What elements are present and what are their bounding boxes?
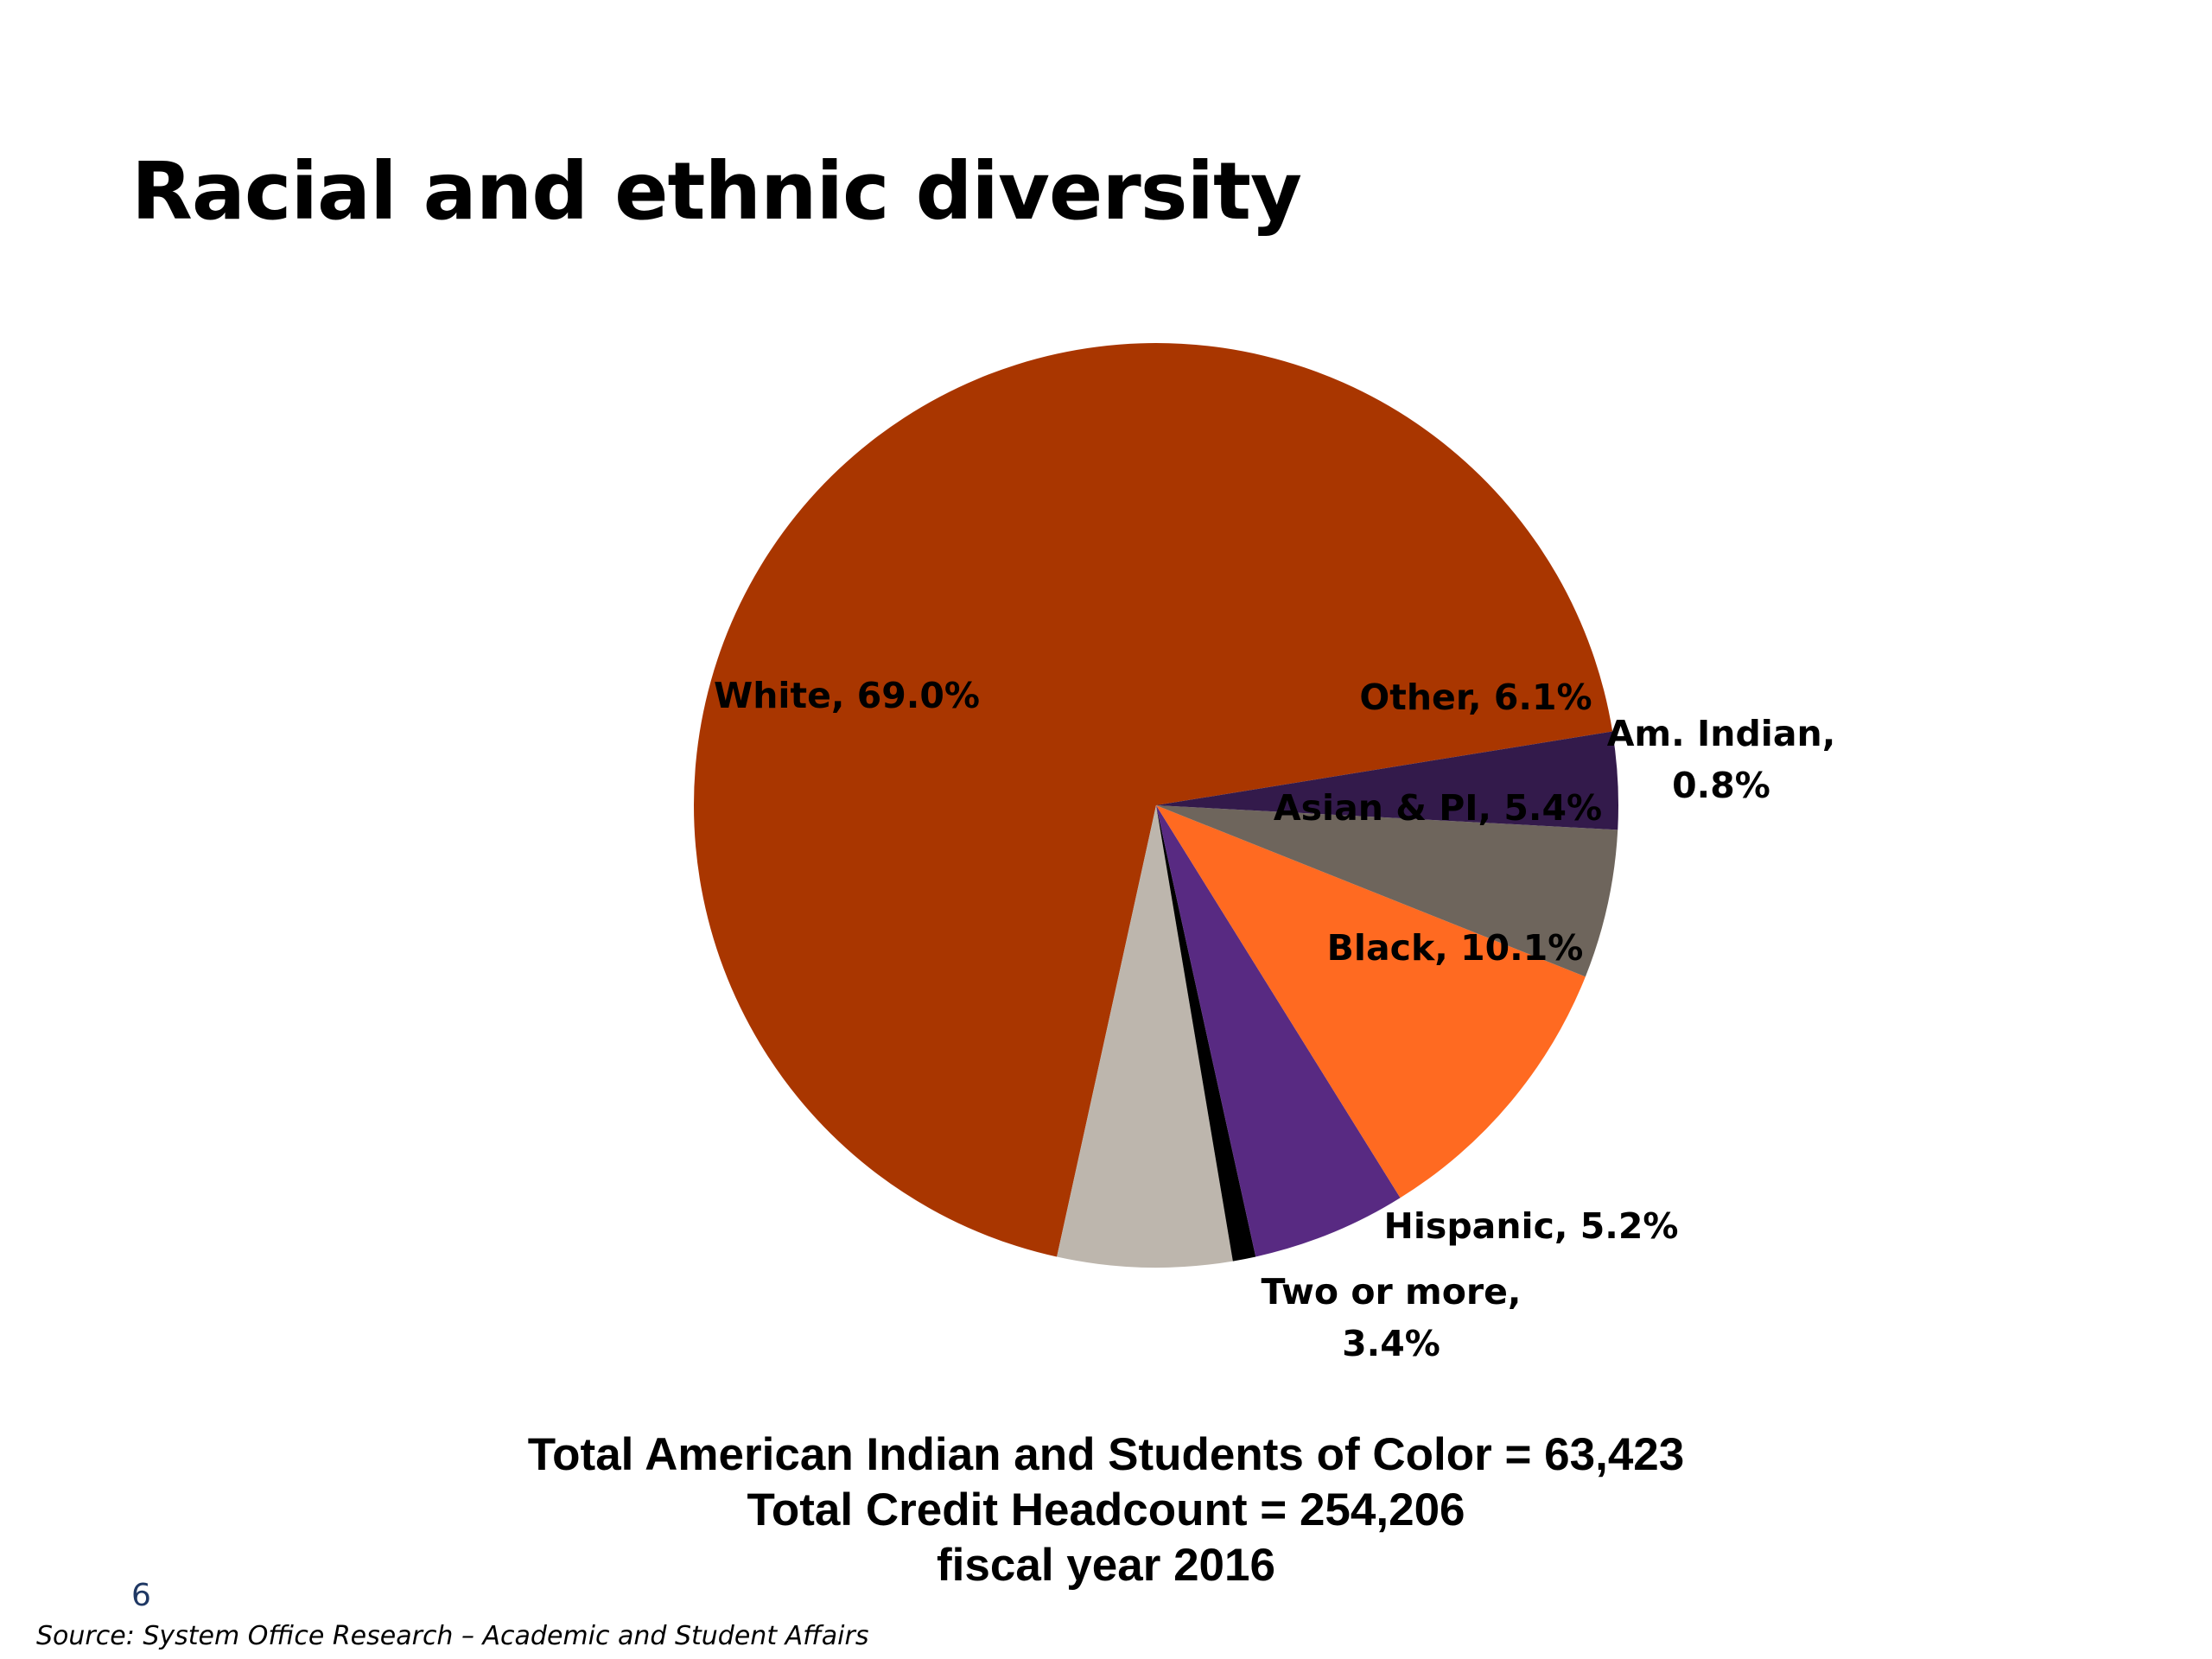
pie-slice-hispanic (1156, 805, 1618, 977)
source-note: Source: System Office Research – Academi… (36, 1621, 869, 1651)
data-label-black: Black, 10.1% (1327, 927, 1584, 969)
fiscal-year: fiscal year 2016 (937, 1540, 1275, 1591)
totals-block: Total American Indian and Students of Co… (0, 1427, 2212, 1593)
pie-slice-asian-pi (1156, 805, 1401, 1257)
pie-slice-two-or-more (1156, 731, 1618, 830)
pie-slice-white (694, 343, 1613, 1257)
data-label-hispanic: Hispanic, 5.2% (1384, 1205, 1679, 1247)
data-label-other: Other, 6.1% (1359, 677, 1592, 718)
page-number: 6 (131, 1578, 151, 1613)
data-label-white: White, 69.0% (714, 675, 980, 716)
data-label-asian-pi: Asian & PI, 5.4% (1274, 787, 1602, 829)
total-students-of-color: Total American Indian and Students of Co… (527, 1429, 1685, 1480)
slide-title: Racial and ethnic diversity (131, 145, 1302, 238)
pie-slice-black (1156, 805, 1586, 1198)
pie-slice-other (1057, 805, 1233, 1268)
data-label-two-or-more: Two or more, 3.4% (1262, 1271, 1522, 1364)
total-credit-headcount: Total Credit Headcount = 254,206 (747, 1484, 1465, 1535)
data-label-am-indian: Am. Indian, 0.8% (1607, 713, 1836, 806)
pie-slice-am-indian (1156, 805, 1256, 1262)
